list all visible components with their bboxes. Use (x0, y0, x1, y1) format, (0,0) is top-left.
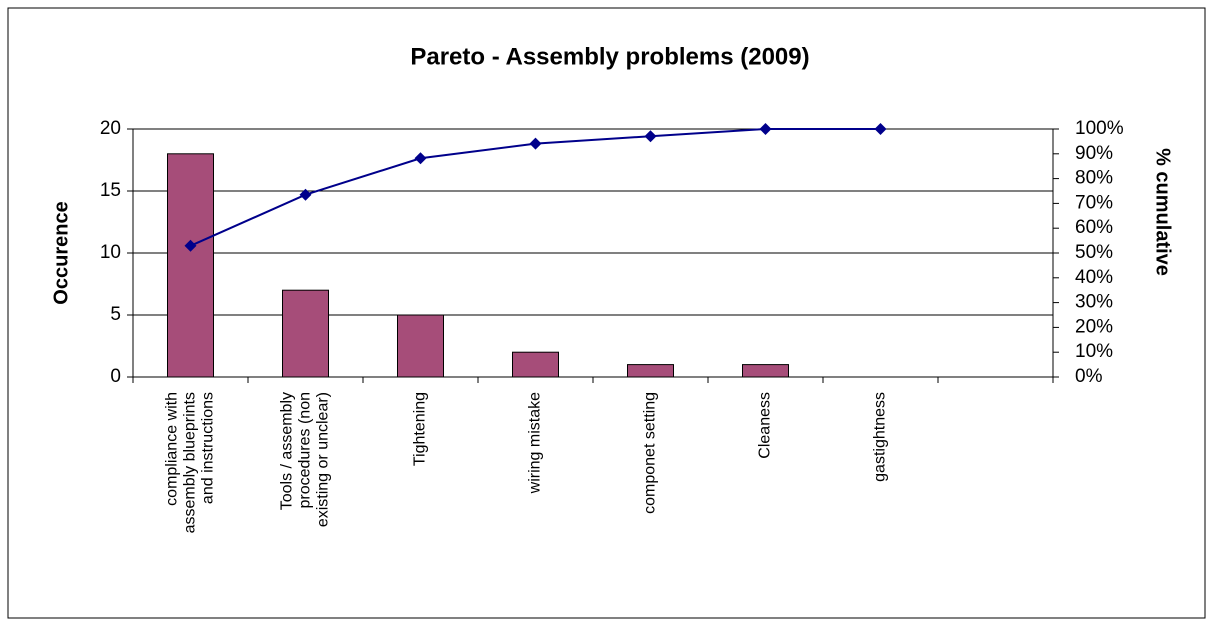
y2-tick-label: 50% (1075, 242, 1113, 263)
y2-tick-label: 10% (1075, 341, 1113, 362)
y2-tick-label: 80% (1075, 168, 1113, 189)
marker (644, 130, 657, 143)
y2-axis-label: % cumulative (1152, 148, 1174, 276)
bar (397, 314, 444, 378)
x-tick-label: Tools / assemblyprocedures (nonexisting … (279, 392, 332, 527)
x-tick-label: componet setting (642, 392, 659, 514)
x-tick-label: gastightness (872, 392, 889, 482)
marker (874, 123, 887, 135)
y-tick-label: 15 (100, 180, 121, 201)
y2-tick-label: 70% (1075, 192, 1113, 213)
y2-tick-label: 0% (1075, 366, 1103, 387)
marker (184, 239, 197, 252)
y2-tick-label: 20% (1075, 316, 1113, 337)
bar (167, 153, 214, 378)
bar (282, 289, 329, 378)
y2-tick-label: 30% (1075, 292, 1113, 313)
x-tick-label: wiring mistake (527, 392, 544, 494)
y-tick-label: 10 (100, 242, 121, 263)
x-tick-label: Tightening (412, 392, 429, 466)
marker (299, 188, 312, 201)
y-tick-label: 20 (100, 118, 121, 139)
y2-tick-label: 100% (1075, 118, 1124, 139)
marker (414, 152, 427, 165)
x-tick-label: Cleaness (757, 392, 774, 459)
y-tick-label: 5 (110, 304, 121, 325)
marker (759, 123, 772, 135)
y-axis-label: Occurence (50, 201, 72, 304)
y2-tick-label: 60% (1075, 217, 1113, 238)
y2-tick-label: 40% (1075, 267, 1113, 288)
bar (742, 364, 789, 378)
bar (512, 351, 559, 378)
x-tick-label: compliance withassembly blueprintsand in… (164, 392, 217, 533)
marker (529, 137, 542, 150)
bar (627, 364, 674, 378)
chart-title: Pareto - Assembly problems (2009) (410, 43, 809, 70)
y2-tick-label: 90% (1075, 143, 1113, 164)
y-tick-label: 0 (110, 366, 121, 387)
